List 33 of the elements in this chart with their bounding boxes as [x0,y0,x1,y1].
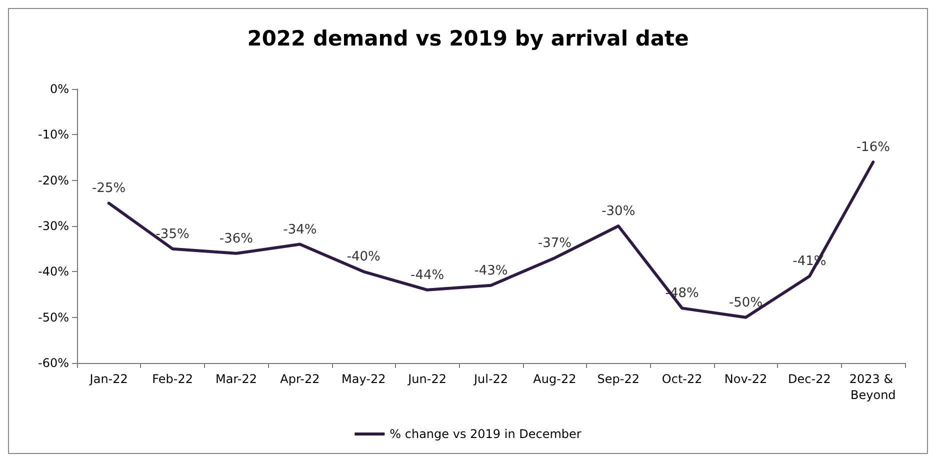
data-label: -37% [538,236,572,251]
data-label: -16% [856,140,890,156]
data-label: -44% [410,268,444,283]
y-tick-label: -30% [38,219,69,233]
data-label: -40% [346,250,380,265]
x-tick-label: Feb-22 [152,372,193,386]
x-tick-label: Jul-22 [472,372,508,386]
data-label: -50% [728,295,763,310]
x-tick-label: Jan-22 [88,372,128,386]
x-tick-label: Oct-22 [662,372,702,386]
x-tick-label: Nov-22 [724,372,768,386]
y-tick-label: -60% [38,356,69,370]
data-label: -34% [283,222,317,238]
chart-title: 2022 demand vs 2019 by arrival date [247,26,689,50]
y-tick-label: -20% [38,173,69,188]
x-tick-label: Mar-22 [215,372,257,386]
data-label: -30% [602,204,636,219]
x-tick-label: 2023 & Beyond [849,372,897,402]
x-tick-label: Sep-22 [597,372,640,386]
x-tick-label: Aug-22 [533,372,576,386]
x-tick-label: Dec-22 [788,372,831,386]
y-tick-label: -50% [38,310,69,324]
data-label: -25% [92,181,126,196]
y-tick-label: -40% [38,264,69,279]
data-label: -36% [219,231,254,246]
y-tick-label: 0% [50,82,69,96]
x-tick-label: May-22 [342,372,386,386]
x-tick-label: Jun-22 [407,372,446,386]
x-tick-label: Apr-22 [280,372,320,386]
y-tick-label: -10% [38,128,69,142]
data-label: -35% [156,226,190,242]
data-label: -43% [474,263,508,278]
legend-label: % change vs 2019 in December [390,427,582,441]
